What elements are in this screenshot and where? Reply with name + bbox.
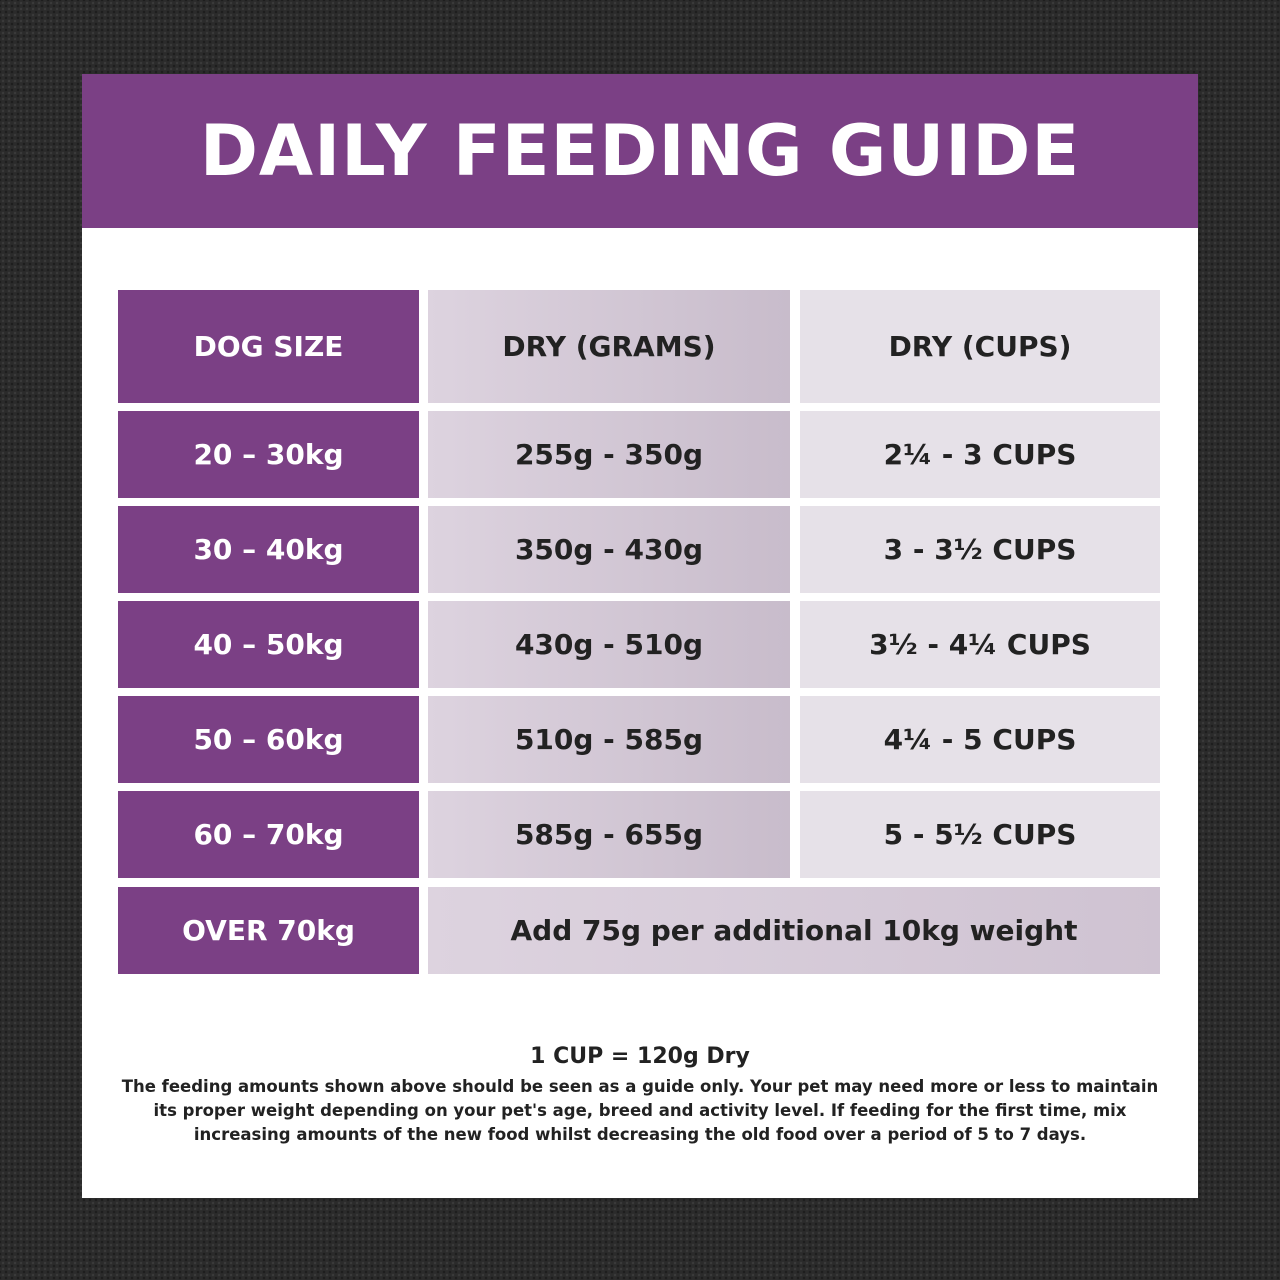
row-4-grams: 510g - 585g <box>428 696 790 783</box>
footer-notes: 1 CUP = 120g Dry The feeding amounts sho… <box>82 1044 1198 1147</box>
row-3-cups: 3½ - 4¼ CUPS <box>800 601 1160 688</box>
row-3-grams: 430g - 510g <box>428 601 790 688</box>
cup-conversion: 1 CUP = 120g Dry <box>530 1044 750 1069</box>
feeding-guide-card: DAILY FEEDING GUIDE DOG SIZE DRY (GRAMS)… <box>82 74 1198 1198</box>
row-4-size: 50 – 60kg <box>118 696 419 783</box>
row-3-size: 40 – 50kg <box>118 601 419 688</box>
row-2-cups: 3 - 3½ CUPS <box>800 506 1160 593</box>
page-title: DAILY FEEDING GUIDE <box>199 110 1081 192</box>
header-dog-size: DOG SIZE <box>118 290 419 403</box>
row-1-cups: 2¼ - 3 CUPS <box>800 411 1160 498</box>
disclaimer: The feeding amounts shown above should b… <box>121 1077 1159 1144</box>
header-dry-cups: DRY (CUPS) <box>800 290 1160 403</box>
header-dry-grams: DRY (GRAMS) <box>428 290 790 403</box>
title-banner: DAILY FEEDING GUIDE <box>82 74 1198 228</box>
row-1-size: 20 – 30kg <box>118 411 419 498</box>
row-over-70-note: Add 75g per additional 10kg weight <box>428 887 1160 974</box>
row-5-cups: 5 - 5½ CUPS <box>800 791 1160 878</box>
row-5-grams: 585g - 655g <box>428 791 790 878</box>
row-1-grams: 255g - 350g <box>428 411 790 498</box>
row-2-size: 30 – 40kg <box>118 506 419 593</box>
row-over-70-size: OVER 70kg <box>118 887 419 974</box>
row-4-cups: 4¼ - 5 CUPS <box>800 696 1160 783</box>
row-2-grams: 350g - 430g <box>428 506 790 593</box>
row-5-size: 60 – 70kg <box>118 791 419 878</box>
